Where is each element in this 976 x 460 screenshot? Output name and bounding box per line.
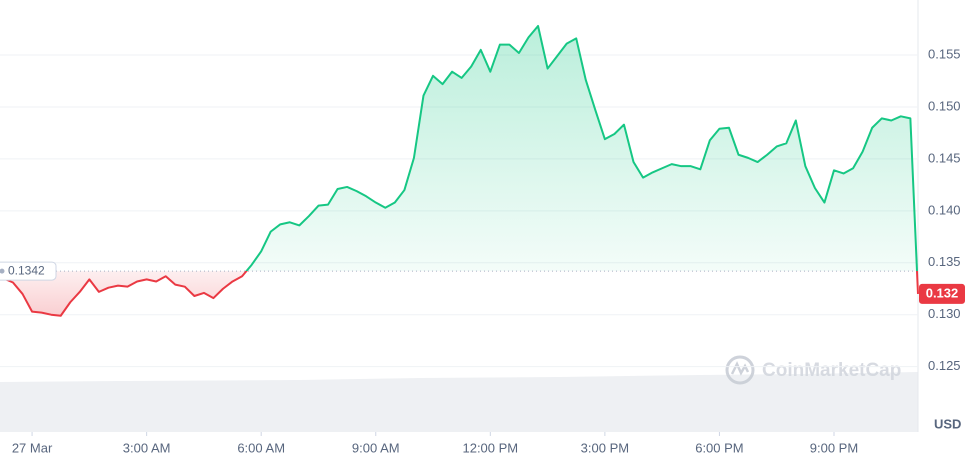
x-tick-label: 27 Mar	[12, 440, 53, 455]
x-tick-label: 3:00 PM	[581, 440, 629, 455]
baseline-label-dot	[0, 268, 5, 274]
x-tick-label: 12:00 PM	[462, 440, 518, 455]
price-line	[3, 24, 919, 317]
watermark-text: CoinMarketCap	[762, 360, 901, 381]
watermark: CoinMarketCap	[725, 355, 901, 385]
y-tick-label: 0.135	[928, 254, 961, 269]
y-tick-label: 0.130	[928, 306, 961, 321]
price-tag-label: 0.132	[926, 285, 959, 300]
volume-area	[0, 372, 918, 432]
y-tick-label: 0.140	[928, 202, 961, 217]
y-tick-label: 0.150	[928, 98, 961, 113]
watermark-logo	[725, 355, 755, 385]
x-tick-label: 6:00 AM	[237, 440, 285, 455]
y-tick-label: 0.145	[928, 150, 961, 165]
y-tick-label: 0.125	[928, 358, 961, 373]
watermark-logo	[730, 361, 750, 376]
x-tick-label: 9:00 PM	[810, 440, 858, 455]
baseline-label-box	[0, 261, 57, 281]
price-area	[3, 25, 918, 316]
x-tick-label: 9:00 AM	[352, 440, 400, 455]
x-tick-label: 6:00 PM	[695, 440, 743, 455]
unit-label: USD	[934, 416, 961, 431]
x-tick-label: 3:00 AM	[123, 440, 171, 455]
baseline-label: 0.1342	[8, 263, 45, 277]
y-tick-label: 0.155	[928, 46, 961, 61]
price-tag-box	[919, 283, 965, 304]
